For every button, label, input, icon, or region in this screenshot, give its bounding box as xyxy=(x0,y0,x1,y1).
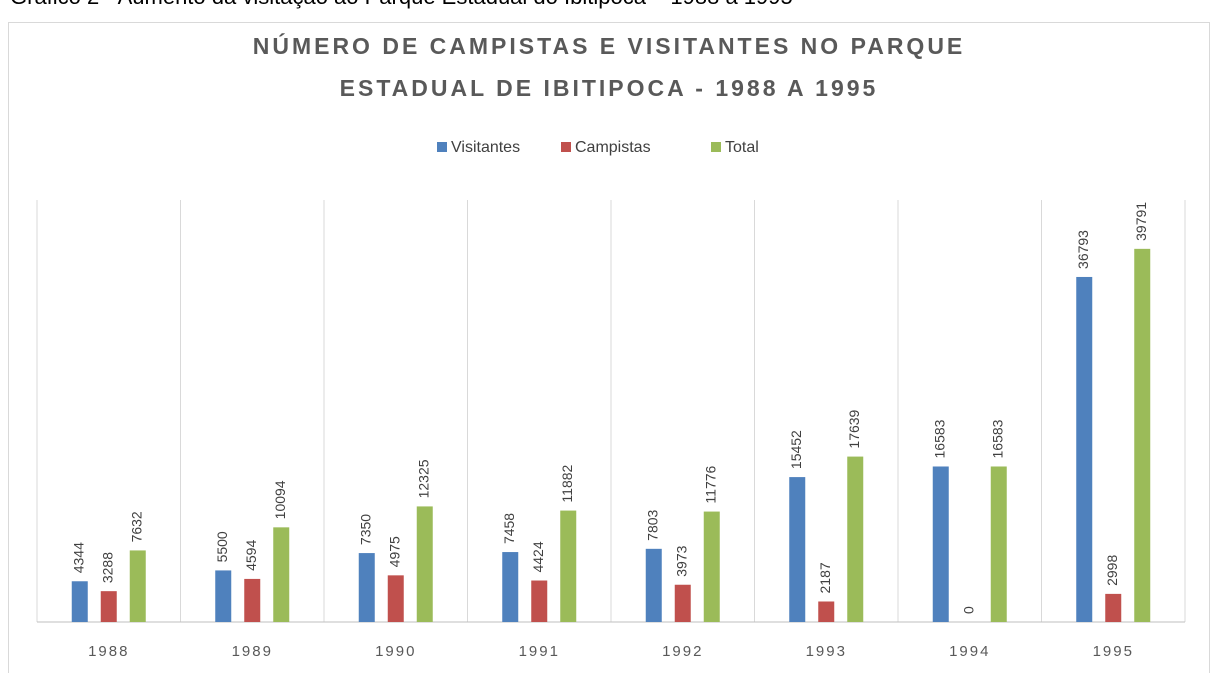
x-tick-label: 1991 xyxy=(519,643,560,660)
bar xyxy=(129,550,146,622)
data-label: 39791 xyxy=(1133,202,1149,241)
data-label: 7350 xyxy=(357,514,373,545)
data-label: 15452 xyxy=(788,430,804,469)
bar xyxy=(71,581,88,622)
bar xyxy=(932,466,949,622)
bar xyxy=(1105,593,1122,622)
bar xyxy=(847,456,864,622)
data-label: 11776 xyxy=(702,465,718,503)
bar xyxy=(818,601,835,622)
data-label: 3288 xyxy=(99,552,115,583)
chart-title: NÚMERO DE CAMPISTAS E VISITANTES NO PARQ… xyxy=(253,32,966,59)
data-label: 11882 xyxy=(559,464,575,502)
data-label: 7803 xyxy=(644,509,660,540)
bar xyxy=(358,553,375,622)
x-tick-label: 1989 xyxy=(232,643,273,660)
data-label: 2187 xyxy=(817,562,833,593)
legend-swatch xyxy=(437,142,447,152)
bar xyxy=(674,584,691,622)
x-tick-label: 1995 xyxy=(1093,643,1134,660)
bar xyxy=(531,580,548,622)
bar xyxy=(703,511,720,622)
legend-swatch xyxy=(561,142,571,152)
x-tick-label: 1992 xyxy=(662,643,703,660)
bar xyxy=(100,591,117,622)
bar xyxy=(645,548,662,622)
bar xyxy=(215,570,232,622)
legend-swatch xyxy=(711,142,721,152)
data-label: 16583 xyxy=(931,419,947,458)
data-label: 10094 xyxy=(272,480,288,519)
bar xyxy=(560,510,577,622)
data-label: 7458 xyxy=(501,513,517,544)
bar xyxy=(990,466,1007,622)
bar xyxy=(416,506,433,622)
data-label: 3973 xyxy=(673,545,689,576)
x-tick-label: 1990 xyxy=(375,643,416,660)
data-label: 36793 xyxy=(1075,230,1091,269)
caption: Gráfico 2 - Aumento da visitação ao Parq… xyxy=(10,0,793,9)
data-label: 5500 xyxy=(214,531,230,562)
x-tick-label: 1993 xyxy=(806,643,847,660)
bar xyxy=(1076,276,1093,622)
data-label: 17639 xyxy=(846,409,862,448)
legend-label: Visitantes xyxy=(451,139,520,156)
data-label: 4424 xyxy=(530,541,546,572)
bar xyxy=(789,477,806,622)
data-label: 0 xyxy=(960,606,976,614)
data-label: 4594 xyxy=(243,540,259,571)
data-label: 4975 xyxy=(386,536,402,567)
bar xyxy=(502,552,519,622)
bar xyxy=(273,527,290,622)
data-label: 2998 xyxy=(1104,555,1120,586)
x-tick-label: 1988 xyxy=(88,643,129,660)
data-label: 16583 xyxy=(989,419,1005,458)
chart-title: ESTADUAL DE IBITIPOCA - 1988 A 1995 xyxy=(340,75,879,101)
bar xyxy=(244,578,261,622)
bar xyxy=(1134,248,1151,622)
chart-border xyxy=(8,22,1210,673)
x-tick-label: 1994 xyxy=(949,643,990,660)
legend-label: Total xyxy=(725,139,759,156)
data-label: 7632 xyxy=(128,511,144,542)
data-label: 12325 xyxy=(415,459,431,498)
bar xyxy=(387,575,404,622)
legend-label: Campistas xyxy=(575,139,651,156)
data-label: 4344 xyxy=(70,542,86,573)
